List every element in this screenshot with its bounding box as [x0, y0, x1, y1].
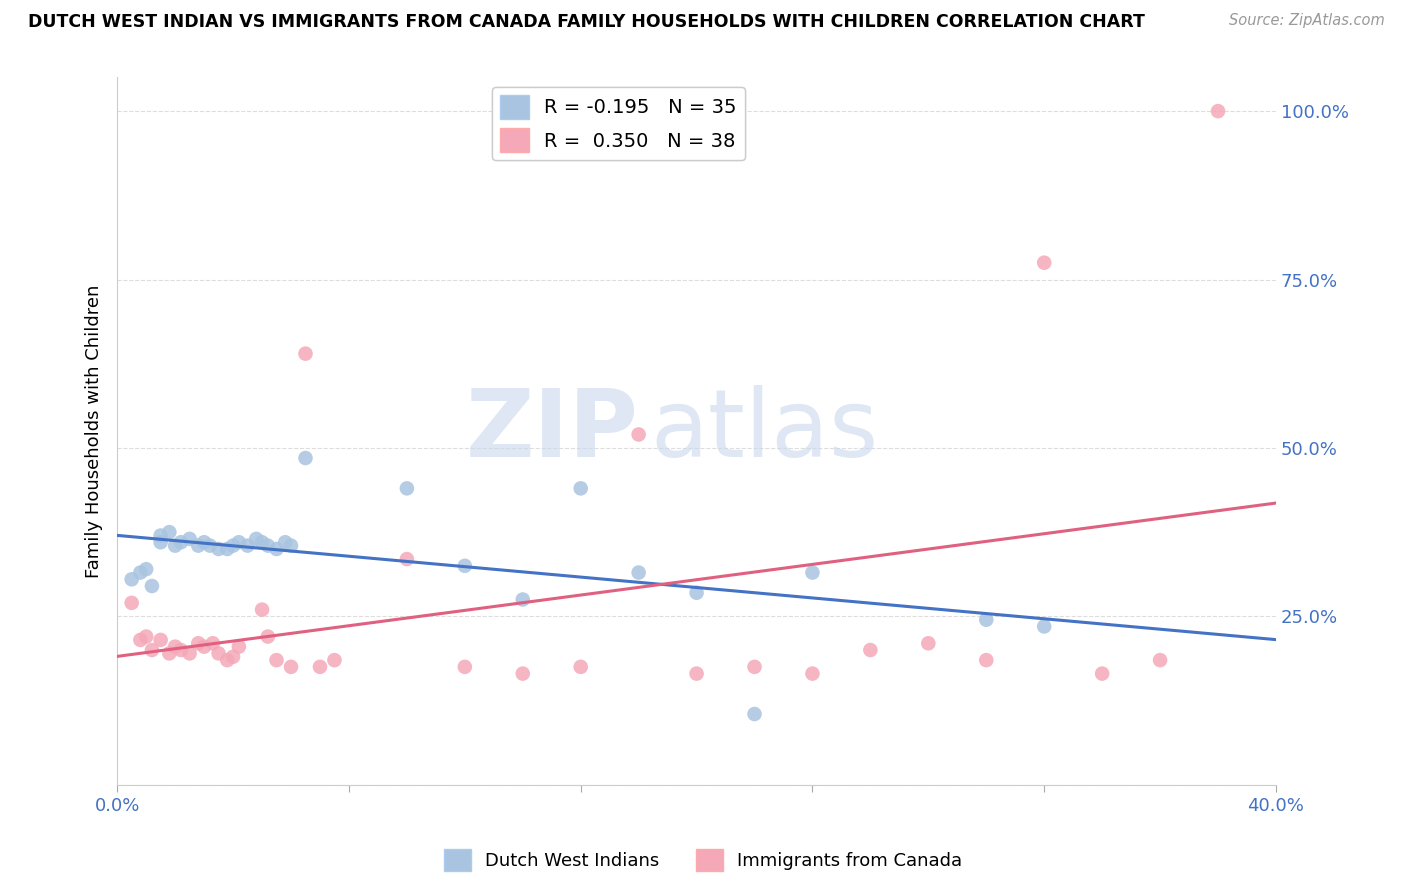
Point [266, 653, 288, 667]
Legend: Dutch West Indians, Immigrants from Canada: Dutch West Indians, Immigrants from Cana… [436, 842, 970, 879]
Point [1206, 104, 1229, 119]
Point [974, 613, 997, 627]
Point [179, 647, 201, 661]
Point [201, 636, 224, 650]
Point [801, 666, 824, 681]
Point [256, 539, 278, 553]
Y-axis label: Family Households with Children: Family Households with Children [86, 285, 103, 578]
Point [228, 640, 250, 654]
Point [165, 640, 187, 654]
Point [627, 427, 650, 442]
Point [512, 592, 534, 607]
Point [627, 566, 650, 580]
Point [309, 660, 332, 674]
Point [228, 535, 250, 549]
Point [1033, 255, 1056, 269]
Point [141, 579, 163, 593]
Point [250, 535, 273, 549]
Point [685, 586, 707, 600]
Point [222, 649, 245, 664]
Point [512, 666, 534, 681]
Point [859, 643, 882, 657]
Point [454, 558, 477, 573]
Point [323, 653, 346, 667]
Point [1149, 653, 1171, 667]
Point [1033, 619, 1056, 633]
Point [157, 647, 180, 661]
Point [179, 532, 201, 546]
Legend: R = -0.195   N = 35, R =  0.350   N = 38: R = -0.195 N = 35, R = 0.350 N = 38 [492, 87, 745, 160]
Point [236, 539, 259, 553]
Point [187, 539, 209, 553]
Point [149, 535, 172, 549]
Point [801, 566, 824, 580]
Point [157, 525, 180, 540]
Text: DUTCH WEST INDIAN VS IMMIGRANTS FROM CANADA FAMILY HOUSEHOLDS WITH CHILDREN CORR: DUTCH WEST INDIAN VS IMMIGRANTS FROM CAN… [28, 13, 1144, 31]
Text: Source: ZipAtlas.com: Source: ZipAtlas.com [1229, 13, 1385, 29]
Point [245, 532, 267, 546]
Point [141, 643, 163, 657]
Point [266, 541, 288, 556]
Text: ZIP: ZIP [465, 385, 638, 477]
Point [170, 535, 193, 549]
Point [280, 539, 302, 553]
Point [1091, 666, 1114, 681]
Point [149, 528, 172, 542]
Point [395, 552, 418, 566]
Point [149, 632, 172, 647]
Point [165, 539, 187, 553]
Point [135, 630, 157, 644]
Point [744, 706, 766, 721]
Point [274, 535, 297, 549]
Point [280, 660, 302, 674]
Point [207, 647, 229, 661]
Point [121, 572, 143, 586]
Point [170, 643, 193, 657]
Point [129, 632, 152, 647]
Point [250, 602, 273, 616]
Point [217, 541, 239, 556]
Point [454, 660, 477, 674]
Point [129, 566, 152, 580]
Point [193, 640, 215, 654]
Point [569, 481, 592, 495]
Point [294, 346, 316, 360]
Point [198, 539, 221, 553]
Point [974, 653, 997, 667]
Point [222, 539, 245, 553]
Point [217, 653, 239, 667]
Text: atlas: atlas [650, 385, 879, 477]
Point [135, 562, 157, 576]
Point [193, 535, 215, 549]
Point [569, 660, 592, 674]
Point [685, 666, 707, 681]
Point [744, 660, 766, 674]
Point [187, 636, 209, 650]
Point [294, 451, 316, 466]
Point [917, 636, 939, 650]
Point [256, 630, 278, 644]
Point [395, 481, 418, 495]
Point [207, 541, 229, 556]
Point [121, 596, 143, 610]
